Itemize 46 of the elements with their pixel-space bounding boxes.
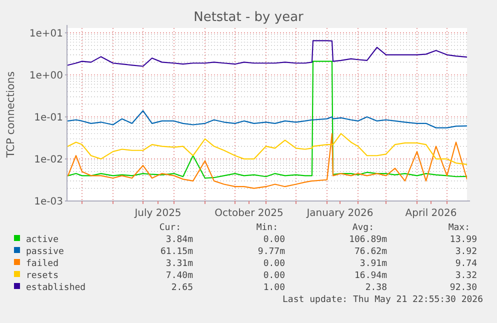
y-tick-label: 1e+00 (29, 70, 63, 82)
text: 3.32 (455, 271, 477, 281)
text: 3.91m (360, 259, 387, 269)
x-tick-label: April 2026 (405, 208, 457, 219)
text: 7.40m (166, 271, 193, 281)
text: 3.84m (166, 235, 193, 245)
line-series (67, 133, 467, 189)
y-tick-label: 1e-01 (34, 112, 63, 124)
text: 0.00 (263, 271, 285, 281)
text: Min: (256, 223, 278, 233)
text: Avg: (352, 223, 374, 233)
legend-label: resets (26, 271, 59, 281)
x-tick-label: January 2026 (306, 208, 374, 219)
text: 16.94m (354, 271, 387, 281)
y-tick-label: 1e-03 (34, 196, 63, 208)
text: 13.99 (450, 235, 477, 245)
y-tick-label: 1e-02 (34, 154, 63, 166)
text: 76.62m (354, 247, 387, 257)
text: 3.92 (455, 247, 477, 257)
y-axis-title: TCP connections (5, 71, 17, 159)
x-tick-label: October 2025 (214, 208, 284, 219)
text: Max: (448, 223, 470, 233)
text: 9.74 (455, 259, 477, 269)
text: 9.77m (258, 247, 285, 257)
legend-label: active (26, 235, 59, 245)
text: 2.38 (365, 283, 387, 293)
chart-title: Netstat - by year (194, 10, 304, 25)
text: 0.00 (263, 235, 285, 245)
text: 3.31m (166, 259, 193, 269)
y-tick-label: 1e+01 (29, 28, 63, 40)
text: Last update: Thu May 21 22:55:30 2026 (282, 295, 483, 305)
text: 0.00 (263, 259, 285, 269)
legend-label: passive (26, 247, 64, 257)
text: 2.65 (171, 283, 193, 293)
x-tick-label: July 2025 (134, 208, 182, 219)
line-series (67, 133, 467, 165)
legend-label: established (26, 283, 86, 293)
text: 106.89m (349, 235, 387, 245)
text: 61.15m (160, 247, 193, 257)
line-series (67, 60, 467, 179)
legend-label: failed (26, 259, 59, 269)
text: 1.00 (263, 283, 285, 293)
text: Cur: (159, 223, 181, 233)
line-series (67, 110, 467, 128)
line-series (67, 40, 467, 67)
text: 92.30 (450, 283, 477, 293)
